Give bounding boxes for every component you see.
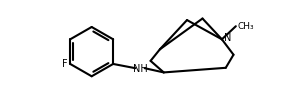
Text: NH: NH	[133, 64, 148, 74]
Text: CH₃: CH₃	[237, 22, 254, 31]
Text: N: N	[224, 33, 232, 43]
Text: F: F	[62, 59, 68, 69]
